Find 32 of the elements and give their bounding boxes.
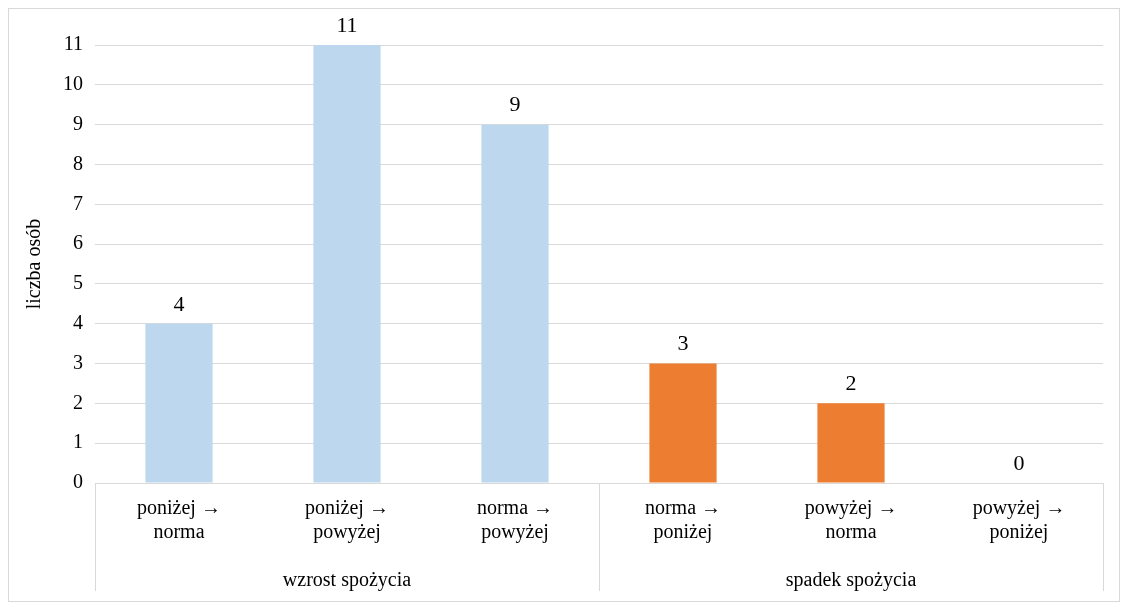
data-label: 9 bbox=[509, 91, 521, 117]
y-tick-label: 4 bbox=[73, 310, 83, 333]
bar bbox=[145, 323, 213, 483]
y-tick-label: 5 bbox=[73, 271, 83, 294]
x-tick-label: powyżej → norma bbox=[804, 496, 898, 543]
data-label: 11 bbox=[336, 11, 358, 37]
x-tick-label: norma → powyżej bbox=[476, 496, 554, 544]
x-tick-label: norma → poniżej bbox=[644, 496, 722, 544]
x-tick-label: powyżej → poniżej bbox=[972, 496, 1066, 544]
text: wzrost spożycia bbox=[282, 568, 412, 592]
y-tick-label: 7 bbox=[73, 191, 83, 214]
data-label: 3 bbox=[677, 330, 689, 356]
y-tick-label: 3 bbox=[73, 350, 83, 373]
y-tick-label: 10 bbox=[63, 72, 83, 95]
y-tick-label: 2 bbox=[73, 390, 83, 413]
y-tick-label: 0 bbox=[73, 470, 83, 493]
x-tick-label: poniżej → powyżej bbox=[305, 496, 389, 544]
y-tick-label: 6 bbox=[73, 231, 83, 254]
text: spadek spożycia bbox=[785, 568, 917, 592]
bar bbox=[481, 124, 549, 483]
y-tick-label: 11 bbox=[63, 32, 83, 55]
y-tick-label: 8 bbox=[73, 151, 83, 174]
data-label: 0 bbox=[1013, 449, 1025, 475]
data-label: 2 bbox=[845, 370, 857, 396]
y-tick-label: 9 bbox=[73, 111, 83, 134]
bar bbox=[649, 363, 717, 483]
x-tick-label: poniżej → norma bbox=[137, 496, 221, 543]
bar bbox=[817, 403, 885, 483]
y-tick-label: 1 bbox=[73, 430, 83, 453]
y-axis-title: liczba osób bbox=[22, 218, 45, 310]
bar bbox=[313, 45, 381, 483]
data-label: 4 bbox=[173, 290, 185, 316]
